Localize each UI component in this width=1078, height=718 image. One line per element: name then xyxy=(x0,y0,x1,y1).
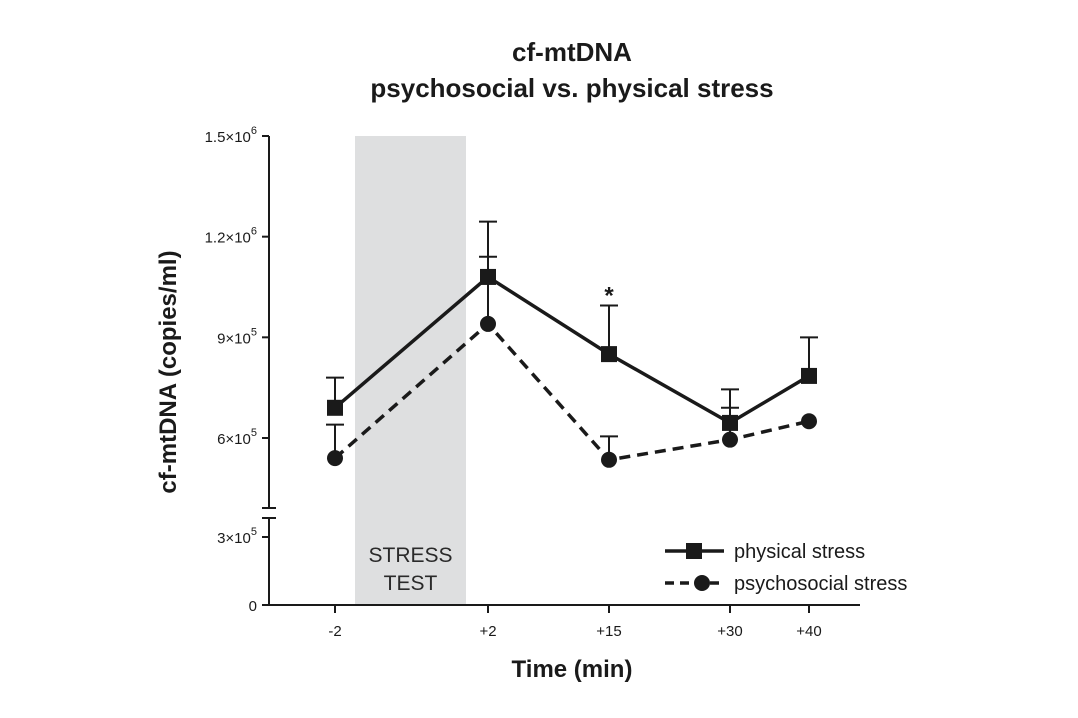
x-axis-title: Time (min) xyxy=(512,656,633,683)
data-point xyxy=(801,367,817,384)
chart-subtitle: psychosocial vs. physical stress xyxy=(370,73,773,103)
chart-title: cf-mtDNA xyxy=(512,37,632,67)
significance-annotation: * xyxy=(604,282,614,309)
x-tick-labels: -2 +2 +15 +30 +40 xyxy=(328,623,821,640)
legend: physical stress psychosocial stress xyxy=(665,541,907,595)
x-tick-label: -2 xyxy=(328,623,341,640)
y-tick-label: 1.2×106 xyxy=(205,226,257,247)
stress-test-label-line2: TEST xyxy=(384,572,438,595)
x-tick-label: +2 xyxy=(479,623,496,640)
y-axis-title: cf-mtDNA (copies/ml) xyxy=(155,250,182,493)
x-tick-label: +30 xyxy=(717,623,742,640)
x-tick-label: +40 xyxy=(796,623,821,640)
data-point xyxy=(601,451,617,468)
y-tick-label: 9×105 xyxy=(217,326,257,347)
y-tick-label: 6×105 xyxy=(217,427,257,448)
data-point xyxy=(480,315,496,332)
data-point xyxy=(327,450,343,467)
legend-label-physical: physical stress xyxy=(734,541,865,563)
legend-label-psychosocial: psychosocial stress xyxy=(734,573,907,595)
axes xyxy=(262,135,860,613)
legend-marker-physical xyxy=(686,543,702,559)
plot-area xyxy=(326,220,818,468)
y-tick-label: 1.5×106 xyxy=(205,125,257,146)
data-point xyxy=(480,268,496,285)
data-point xyxy=(722,414,738,431)
data-point xyxy=(722,431,738,448)
stress-test-band xyxy=(355,136,466,605)
data-point xyxy=(801,413,817,430)
stress-test-label-line1: STRESS xyxy=(368,544,452,567)
legend-marker-psychosocial xyxy=(694,575,710,591)
data-point xyxy=(327,399,343,416)
y-tick-labels: 0 3×105 6×105 9×105 1.2×106 1.5×106 xyxy=(205,125,257,615)
x-tick-label: +15 xyxy=(596,623,621,640)
y-tick-label: 0 xyxy=(249,598,257,615)
data-point xyxy=(601,346,617,363)
series-physical xyxy=(326,220,818,431)
y-tick-label: 3×105 xyxy=(217,526,257,547)
